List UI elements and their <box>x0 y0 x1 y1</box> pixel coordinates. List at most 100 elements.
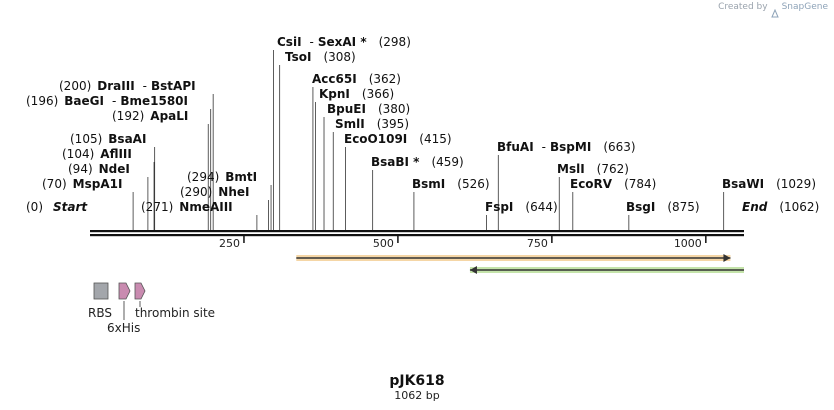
site-position: (380) <box>378 102 410 116</box>
site-position: (875) <box>667 200 699 214</box>
site-name: BsmI <box>412 177 445 191</box>
site-sep: - <box>310 35 314 49</box>
site-nhei[interactable]: (290) NheI <box>180 185 249 199</box>
site-position: (94) <box>68 162 93 176</box>
site-csii[interactable]: CsiI - SexAI * (298) <box>277 35 411 49</box>
snapgene-credit: Created by SnapGene <box>718 2 828 17</box>
credit-brand: SnapGene <box>781 2 828 12</box>
tick-label-750: 750 <box>527 237 548 250</box>
legend-thrombin: thrombin site <box>135 306 215 320</box>
site-name: BmtI <box>225 170 257 184</box>
site-end[interactable]: End (1062) <box>742 200 819 214</box>
site-position: (70) <box>42 177 67 191</box>
site-sep: - <box>112 94 116 108</box>
snapgene-logo-icon <box>770 3 779 17</box>
feature-arrows <box>296 254 744 274</box>
site-kpni[interactable]: KpnI (366) <box>319 87 394 101</box>
orange-arrow-head-icon <box>723 254 731 262</box>
green-arrow-head-icon <box>469 266 477 274</box>
site-position: (308) <box>323 50 355 64</box>
site-position: (104) <box>62 147 94 161</box>
site-bmti[interactable]: (294) BmtI <box>187 170 257 184</box>
site-position: (196) <box>26 94 58 108</box>
site-position: (298) <box>379 35 411 49</box>
site-bpuei[interactable]: BpuEI (380) <box>327 102 410 116</box>
site-position: (294) <box>187 170 219 184</box>
site-bfuai[interactable]: BfuAI - BspMI (663) <box>497 140 636 154</box>
site-bsawi[interactable]: BsaWI (1029) <box>722 177 816 191</box>
backbone-bottom <box>90 234 744 237</box>
credit-prefix: Created by <box>718 2 768 12</box>
site-fspi[interactable]: FspI (644) <box>485 200 558 214</box>
site-name: BpuEI <box>327 102 366 116</box>
site-position: (395) <box>377 117 409 131</box>
tick-label-250: 250 <box>219 237 240 250</box>
site-name: Acc65I <box>312 72 357 86</box>
tick-label-1000: 1000 <box>674 237 702 250</box>
6xhis-icon <box>118 282 131 300</box>
site-acc65i[interactable]: Acc65I (362) <box>312 72 401 86</box>
site-sep: - <box>143 79 147 93</box>
site-position: (415) <box>419 132 451 146</box>
site-name: ApaLI <box>150 109 188 123</box>
site-position: (271) <box>141 200 173 214</box>
site-msli[interactable]: MslI (762) <box>557 162 629 176</box>
site-position: (1062) <box>779 200 819 214</box>
site-position: (784) <box>624 177 656 191</box>
site-position: (362) <box>369 72 401 86</box>
site-name: DraIII <box>97 79 134 93</box>
site-name: BaeGI <box>64 94 104 108</box>
site-partner: Bme1580I <box>120 94 188 108</box>
site-bsabi[interactable]: BsaBI * (459) <box>371 155 464 169</box>
site-position: (200) <box>59 79 91 93</box>
site-name: KpnI <box>319 87 350 101</box>
site-name: EcoRV <box>570 177 613 191</box>
site-draiii[interactable]: (200) DraIII - BstAPI <box>59 79 196 93</box>
site-position: (105) <box>70 132 102 146</box>
site-name: BsaBI * <box>371 155 420 169</box>
site-leaders <box>132 50 725 230</box>
site-position: (644) <box>525 200 557 214</box>
site-tsoi[interactable]: TsoI (308) <box>285 50 356 64</box>
site-name: NmeAIII <box>179 200 232 214</box>
rbs-icon <box>93 282 109 300</box>
site-nmeaiii[interactable]: (271) NmeAIII <box>141 200 233 214</box>
site-name: BsgI <box>626 200 655 214</box>
site-sep: - <box>542 140 546 154</box>
site-name: BsaAI <box>108 132 146 146</box>
site-ecorv[interactable]: EcoRV (784) <box>570 177 656 191</box>
site-position: (459) <box>431 155 463 169</box>
site-position: (762) <box>597 162 629 176</box>
tick-label-500: 500 <box>373 237 394 250</box>
site-afliii[interactable]: (104) AflIII <box>62 147 132 161</box>
site-apali[interactable]: (192) ApaLI <box>112 109 188 123</box>
thrombin-site-icon <box>134 282 146 300</box>
site-bsmi[interactable]: BsmI (526) <box>412 177 490 191</box>
site-position: (663) <box>603 140 635 154</box>
site-position: (0) <box>26 200 43 214</box>
site-bsaai[interactable]: (105) BsaAI <box>70 132 146 146</box>
feature-legend: RBS 6xHis thrombin site <box>88 282 215 335</box>
site-partner: BspMI <box>550 140 591 154</box>
site-bsgi[interactable]: BsgI (875) <box>626 200 700 214</box>
site-name: CsiI <box>277 35 302 49</box>
site-partner: BstAPI <box>151 79 196 93</box>
site-name: MslI <box>557 162 585 176</box>
legend-rbs: RBS <box>88 306 112 320</box>
site-ecoo109i[interactable]: EcoO109I (415) <box>344 132 452 146</box>
site-name: NheI <box>218 185 249 199</box>
site-smli[interactable]: SmlI (395) <box>335 117 409 131</box>
site-name: BfuAI <box>497 140 534 154</box>
backbone-top <box>90 230 744 233</box>
site-name: FspI <box>485 200 513 214</box>
site-start[interactable]: (0) Start <box>26 200 88 214</box>
site-ndei[interactable]: (94) NdeI <box>68 162 130 176</box>
plasmid-name: pJK618 <box>389 373 444 389</box>
site-baegi[interactable]: (196) BaeGI - Bme1580I <box>26 94 188 108</box>
site-position: (290) <box>180 185 212 199</box>
site-labels: (0) Start(70) MspA1I(94) NdeI(104) AflIII(10… <box>26 35 819 214</box>
site-mspa1i[interactable]: (70) MspA1I <box>42 177 122 191</box>
plasmid-size: 1062 bp <box>394 389 439 402</box>
site-name: EcoO109I <box>344 132 407 146</box>
